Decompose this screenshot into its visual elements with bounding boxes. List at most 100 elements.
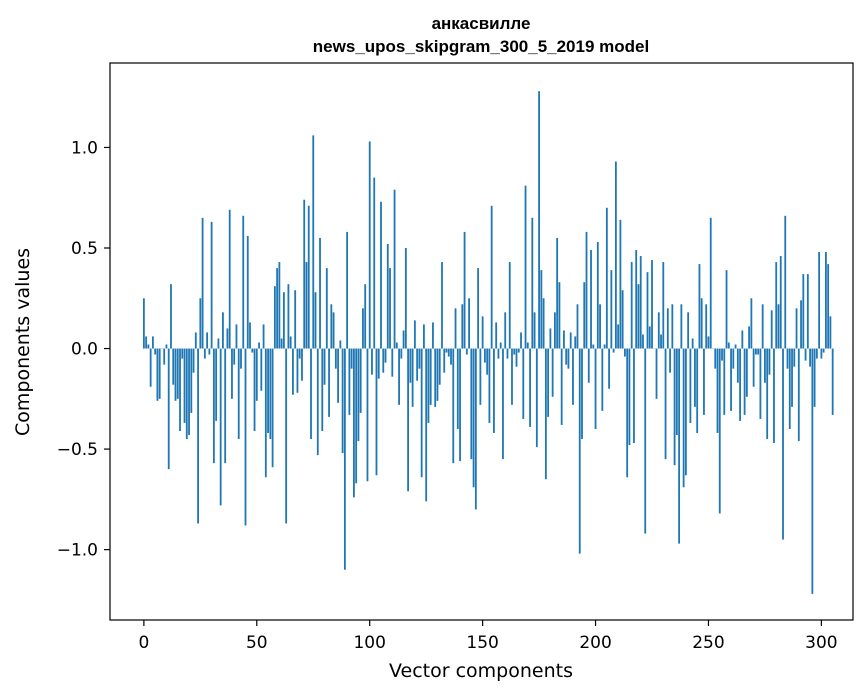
bar	[384, 348, 387, 363]
bar	[486, 348, 489, 375]
bar	[409, 348, 412, 383]
bar	[287, 284, 290, 349]
bar	[556, 237, 559, 349]
bar	[569, 332, 572, 349]
bar	[377, 348, 380, 379]
y-tick-label: 0.5	[71, 239, 98, 259]
bar	[219, 348, 222, 506]
bar	[267, 348, 269, 433]
bar	[610, 270, 613, 349]
bar	[520, 332, 522, 349]
bar	[662, 262, 665, 349]
bar	[321, 348, 324, 431]
bar	[572, 348, 574, 405]
bar	[310, 348, 312, 440]
bar	[535, 348, 538, 448]
bar	[806, 274, 809, 349]
bar	[820, 348, 823, 359]
bar	[689, 348, 692, 423]
bar	[404, 248, 407, 349]
bar	[337, 348, 339, 403]
bar	[831, 348, 834, 415]
bar	[174, 348, 177, 401]
bar	[443, 348, 446, 373]
bar	[228, 209, 231, 349]
bar	[526, 342, 529, 349]
bar	[447, 348, 450, 357]
bar	[210, 221, 213, 349]
bar	[142, 298, 145, 349]
bar	[307, 205, 310, 349]
bar	[642, 334, 644, 349]
bar	[549, 328, 552, 349]
bar	[357, 348, 360, 442]
bar	[149, 348, 152, 387]
bar	[804, 348, 807, 361]
bar	[359, 348, 362, 413]
bar	[429, 348, 432, 405]
bar	[152, 336, 154, 349]
bar	[583, 282, 586, 349]
bar	[472, 348, 475, 488]
bar	[612, 348, 615, 353]
bar	[425, 348, 428, 502]
bar	[725, 270, 728, 349]
bar	[477, 268, 480, 349]
bar	[587, 348, 590, 383]
bar	[560, 348, 563, 425]
bar	[822, 348, 825, 353]
bar	[793, 348, 796, 367]
bar	[797, 348, 800, 442]
bar	[590, 250, 592, 349]
x-tick-label: 250	[692, 633, 724, 653]
bar	[427, 348, 430, 423]
bar	[355, 348, 358, 484]
bar	[581, 348, 583, 440]
bar	[596, 241, 599, 349]
bar	[194, 332, 197, 349]
bar	[563, 330, 565, 349]
bar	[721, 348, 723, 361]
bar	[244, 348, 247, 526]
bar	[795, 308, 798, 349]
x-axis-label: Vector components	[389, 660, 573, 682]
bar	[240, 348, 242, 369]
bar	[655, 348, 658, 399]
bar	[452, 348, 455, 464]
bar	[594, 348, 597, 429]
bar	[454, 308, 457, 349]
bar	[648, 326, 651, 349]
bar	[529, 348, 531, 427]
bar	[691, 338, 694, 349]
bar	[825, 252, 827, 349]
bar	[730, 348, 732, 411]
bar	[199, 298, 202, 349]
bar	[298, 348, 301, 359]
chart-subtitle: news_upos_skipgram_300_5_2019 model	[313, 37, 649, 56]
bar	[684, 348, 687, 476]
bar	[190, 348, 193, 413]
bar	[416, 348, 419, 381]
bar	[343, 348, 346, 570]
bar	[506, 348, 509, 359]
bar	[718, 348, 721, 514]
x-tick-label: 100	[353, 633, 385, 653]
bar	[188, 348, 190, 436]
x-tick-label: 50	[246, 633, 268, 653]
bar	[375, 348, 378, 476]
bar	[766, 348, 769, 440]
bar	[682, 348, 685, 488]
bar	[773, 348, 775, 444]
bar	[339, 340, 342, 349]
bar	[764, 348, 766, 383]
bar	[353, 348, 355, 498]
bar	[775, 262, 778, 349]
bar	[703, 348, 705, 415]
bar	[578, 348, 581, 554]
bar	[147, 344, 150, 349]
bar	[212, 348, 215, 464]
bar	[657, 312, 660, 349]
bar	[273, 286, 276, 349]
bar	[163, 348, 166, 365]
